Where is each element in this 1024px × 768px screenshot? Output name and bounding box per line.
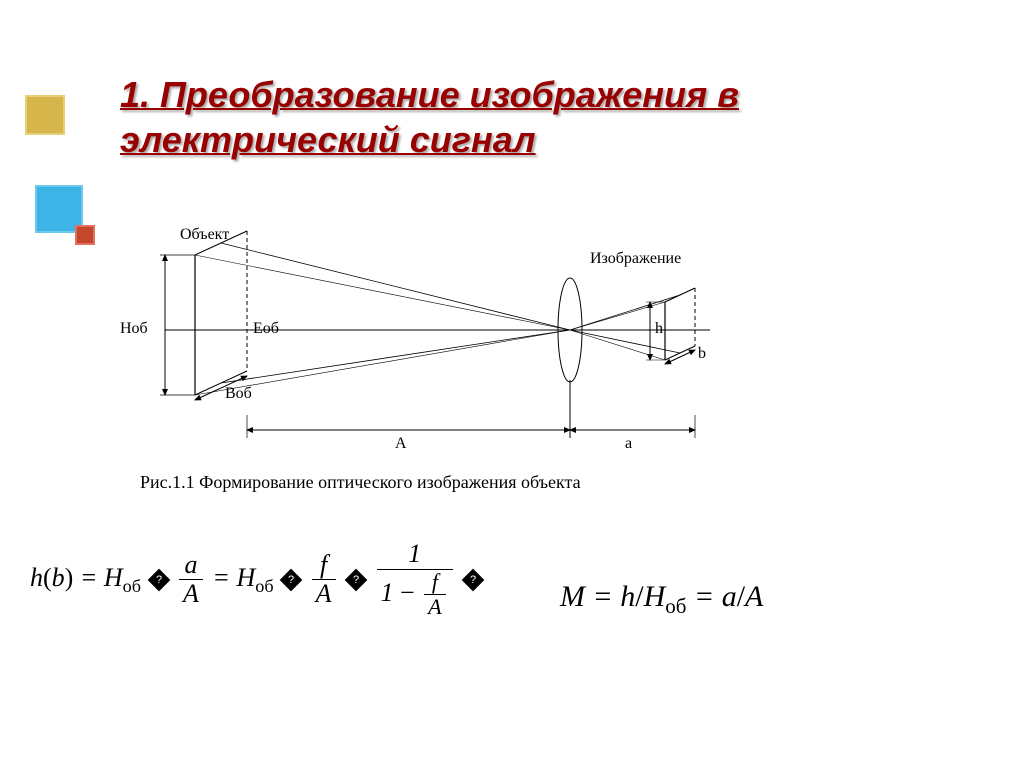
sub-ob3: об [665, 594, 686, 618]
glyph-diamond-1 [147, 568, 170, 591]
label-Eob: Eоб [253, 320, 279, 338]
eq-4: = [686, 580, 721, 613]
optical-diagram: Объект Изображение Hоб Eоб Bоб h b A a [120, 220, 820, 480]
eq-3: = [585, 580, 620, 613]
num-f-inner: f [424, 570, 446, 595]
num-f: f [312, 551, 336, 581]
den-A-inner: A [424, 595, 446, 619]
page-title: 1. Преобразование изображения в электрич… [120, 72, 920, 162]
glyph-diamond-2 [280, 568, 303, 591]
frac-a-over-A: a A [179, 551, 203, 609]
diagram-svg [120, 220, 820, 480]
label-A: A [395, 435, 407, 453]
den-complex: 1 − f A [377, 570, 453, 620]
sym-M: M [560, 580, 585, 613]
sub-ob2: об [255, 576, 273, 596]
formula-hb: h(b) = Hоб a A = Hоб f A 1 1 − f A [30, 540, 484, 619]
sym-Hob1: H [104, 563, 123, 592]
formula-M: M = h/Hоб = a/A [560, 580, 763, 619]
num-a: a [179, 551, 203, 581]
deco-square-red [75, 225, 95, 245]
label-a: a [625, 435, 632, 453]
label-object: Объект [180, 226, 229, 244]
sym-b: b [52, 563, 65, 592]
eq-1: = [80, 563, 98, 592]
den-A2: A [312, 580, 336, 609]
sym-h: h [30, 563, 43, 592]
sym-Hob2: H [236, 563, 255, 592]
frac-f-over-A-inner: f A [424, 570, 446, 620]
den-A: A [179, 580, 203, 609]
slash1: / [635, 580, 643, 613]
frac-1-over-1minus: 1 1 − f A [377, 540, 453, 619]
sym-h2: h [620, 580, 635, 613]
sym-a2: a [722, 580, 737, 613]
eq-2: = [212, 563, 230, 592]
glyph-diamond-4 [462, 568, 485, 591]
label-Hob: Hоб [120, 320, 148, 338]
slash2: / [737, 580, 745, 613]
label-image: Изображение [590, 250, 681, 268]
den-1: 1 [381, 577, 394, 606]
deco-square-gold [25, 95, 65, 135]
label-b: b [698, 345, 706, 363]
frac-f-over-A: f A [312, 551, 336, 609]
figure-caption: Рис.1.1 Формирование оптического изображ… [140, 472, 581, 493]
sub-ob1: об [123, 576, 141, 596]
num-1: 1 [377, 540, 453, 570]
label-Bob: Bоб [225, 385, 252, 403]
glyph-diamond-3 [345, 568, 368, 591]
sym-Hob3: H [644, 580, 666, 613]
sym-A2: A [745, 580, 763, 613]
label-h: h [655, 320, 663, 338]
